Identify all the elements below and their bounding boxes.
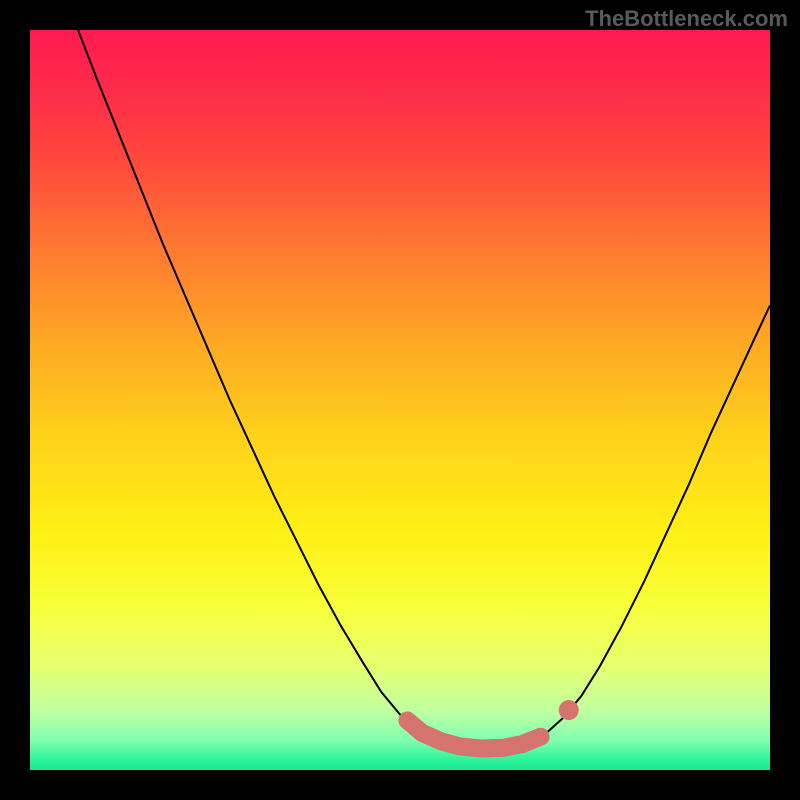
highlight-marker bbox=[559, 700, 579, 720]
bottleneck-curve-chart bbox=[30, 30, 770, 770]
gradient-background bbox=[30, 30, 770, 770]
chart-frame: TheBottleneck.com bbox=[0, 0, 800, 800]
watermark-text: TheBottleneck.com bbox=[585, 6, 788, 32]
